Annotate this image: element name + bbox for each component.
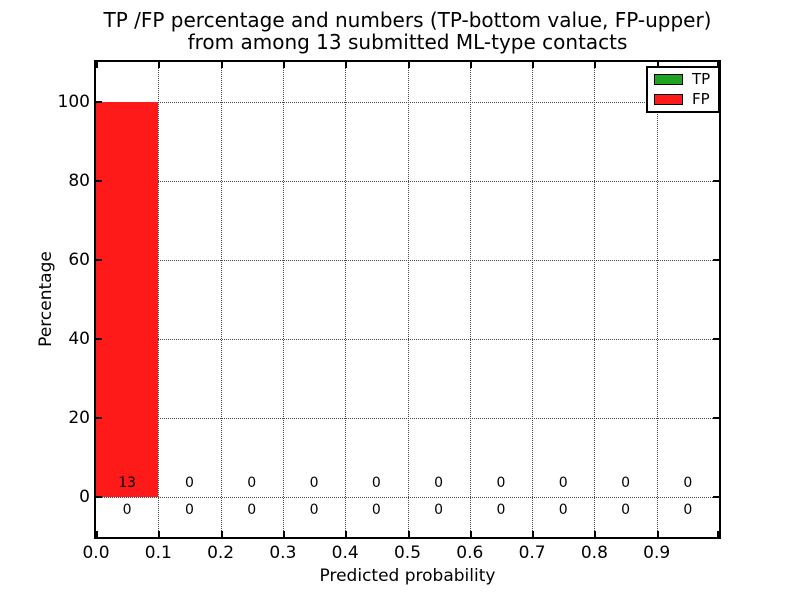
x-tick-mark	[407, 62, 410, 68]
x-tick-mark	[345, 531, 348, 537]
y-tick-mark	[713, 496, 719, 499]
x-tick-label: 0.2	[207, 543, 235, 563]
x-tick-mark	[407, 531, 410, 537]
gridline-horizontal	[96, 497, 719, 499]
x-tick-mark	[220, 531, 223, 537]
x-tick-label: 0.4	[331, 543, 359, 563]
count-label-tp: 0	[558, 502, 568, 519]
count-label-fp: 0	[247, 475, 257, 492]
count-label-fp: 0	[434, 475, 444, 492]
x-tick-mark	[656, 62, 659, 68]
count-label-tp: 0	[371, 502, 381, 519]
x-tick-label: 0.3	[269, 543, 297, 563]
legend-label-fp: FP	[692, 89, 710, 108]
y-tick-label: 0	[79, 487, 90, 508]
count-label-tp: 0	[309, 502, 319, 519]
y-axis-label: Percentage	[36, 251, 56, 347]
chart-title-line-1: TP /FP percentage and numbers (TP-bottom…	[103, 8, 712, 32]
y-tick-mark	[713, 258, 719, 261]
y-tick-mark	[96, 258, 102, 261]
gridline-vertical	[656, 62, 658, 537]
gridline-vertical	[220, 62, 222, 537]
y-tick-label: 60	[68, 249, 90, 270]
count-label-tp: 0	[122, 502, 132, 519]
y-tick-mark	[713, 338, 719, 341]
gridline-vertical	[282, 62, 284, 537]
x-tick-mark	[532, 62, 535, 68]
legend-entry-fp: FP	[654, 89, 718, 108]
legend-label-tp: TP	[692, 70, 711, 89]
count-label-tp: 0	[434, 502, 444, 519]
y-tick-mark	[96, 179, 102, 182]
gridline-vertical	[532, 62, 534, 537]
count-label-fp: 13	[118, 475, 137, 492]
chart-title: TP /FP percentage and numbers (TP-bottom…	[94, 9, 721, 53]
gridline-horizontal	[96, 418, 719, 420]
legend-entry-tp: TP	[654, 72, 718, 87]
gridline-horizontal	[96, 101, 719, 103]
y-tick-mark	[96, 496, 102, 499]
count-label-fp: 0	[558, 475, 568, 492]
count-label-tp: 0	[496, 502, 506, 519]
count-label-fp: 0	[371, 475, 381, 492]
x-tick-mark	[717, 531, 719, 537]
x-tick-mark	[717, 62, 719, 68]
x-tick-mark	[158, 531, 161, 537]
x-tick-label: 0.0	[82, 543, 110, 563]
x-tick-mark	[158, 62, 161, 68]
gridline-vertical	[345, 62, 347, 537]
y-tick-label: 100	[57, 91, 90, 112]
count-label-fp: 0	[496, 475, 506, 492]
gridline-vertical	[469, 62, 471, 537]
x-tick-mark	[96, 531, 98, 537]
gridline-vertical	[407, 62, 409, 537]
y-tick-label: 20	[68, 408, 90, 429]
count-label-fp: 0	[683, 475, 693, 492]
y-tick-mark	[96, 100, 102, 103]
x-tick-label: 0.6	[456, 543, 484, 563]
count-label-tp: 0	[184, 502, 194, 519]
x-tick-label: 0.5	[393, 543, 422, 563]
x-tick-mark	[656, 531, 659, 537]
count-label-tp: 0	[247, 502, 257, 519]
count-label-fp: 0	[309, 475, 319, 492]
legend-swatch-tp	[654, 74, 683, 86]
count-label-tp: 0	[683, 502, 693, 519]
y-tick-mark	[713, 179, 719, 182]
legend: TP FP	[646, 66, 720, 113]
x-tick-mark	[594, 531, 597, 537]
bar-fp	[96, 101, 159, 498]
x-tick-mark	[282, 62, 285, 68]
x-tick-mark	[532, 531, 535, 537]
chart-title-line-2: from among 13 submitted ML-type contacts	[187, 30, 628, 54]
y-tick-label: 80	[68, 170, 90, 191]
gridline-vertical	[158, 62, 160, 537]
x-tick-mark	[96, 62, 98, 68]
x-tick-mark	[469, 531, 472, 537]
x-tick-label: 0.9	[643, 543, 671, 563]
y-tick-mark	[713, 417, 719, 420]
count-label-fp: 0	[184, 475, 194, 492]
y-tick-label: 40	[68, 329, 90, 350]
x-tick-mark	[469, 62, 472, 68]
count-label-tp: 0	[621, 502, 630, 519]
x-tick-mark	[345, 62, 348, 68]
x-tick-mark	[594, 62, 597, 68]
legend-swatch-fp	[654, 93, 683, 105]
gridline-horizontal	[96, 339, 719, 341]
x-tick-label: 0.7	[518, 543, 546, 563]
count-label-fp: 0	[621, 475, 630, 492]
x-tick-label: 0.8	[580, 543, 608, 563]
y-tick-mark	[96, 417, 102, 420]
plot-area: 0 0 0 0 0 0 0 0 0 0 13 0 0 0 0 0 0 0 0 0 TP FP	[94, 60, 721, 539]
x-tick-mark	[282, 531, 285, 537]
x-tick-mark	[220, 62, 223, 68]
gridline-vertical	[594, 62, 596, 537]
x-tick-label: 0.1	[144, 543, 172, 563]
y-tick-mark	[96, 338, 102, 341]
gridline-horizontal	[96, 180, 719, 182]
x-axis-label: Predicted probability	[319, 566, 496, 586]
gridline-horizontal	[96, 259, 719, 261]
